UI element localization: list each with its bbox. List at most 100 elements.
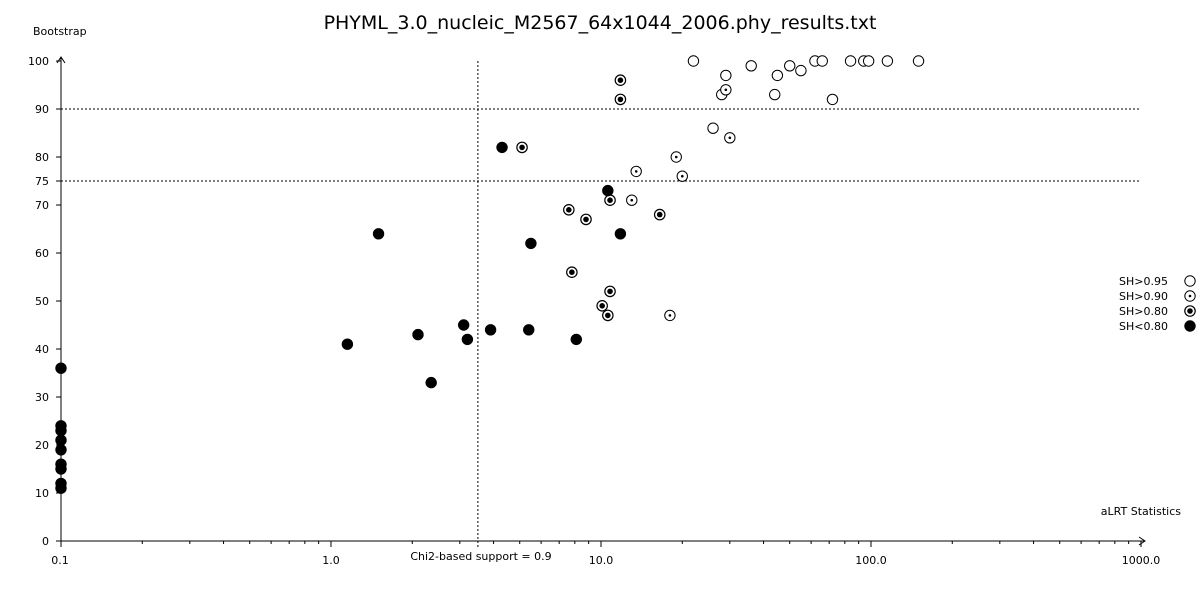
data-point	[563, 204, 575, 216]
y-tick-label: 70	[35, 199, 49, 212]
legend-marker	[1184, 275, 1196, 287]
data-point	[862, 55, 875, 67]
data-point	[496, 141, 508, 154]
data-point	[784, 60, 796, 72]
data-point	[795, 64, 807, 77]
marker-shape	[496, 141, 508, 154]
legend-label: SH>0.90	[1119, 290, 1168, 303]
marker-shape	[602, 184, 614, 197]
y-tick-label: 50	[35, 295, 49, 308]
data-point	[525, 237, 537, 250]
y-tick-label: 10	[35, 487, 49, 500]
marker-center	[599, 303, 605, 309]
data-point	[912, 55, 925, 67]
marker-center	[607, 197, 613, 203]
data-point	[724, 132, 736, 144]
data-point	[614, 228, 627, 240]
data-point	[457, 319, 470, 331]
data-point	[55, 424, 67, 437]
data-point	[55, 444, 67, 456]
data-points	[55, 55, 925, 494]
legend-marker	[1184, 305, 1196, 317]
marker-center	[656, 211, 663, 218]
x-tick-label: 1000.0	[1122, 554, 1161, 567]
data-point	[461, 333, 474, 346]
data-point	[580, 213, 592, 226]
data-point	[745, 60, 757, 72]
data-point	[566, 266, 578, 278]
marker-center	[617, 96, 624, 103]
marker-shape	[461, 333, 474, 346]
data-point	[372, 228, 385, 240]
legend-marker	[1184, 290, 1196, 302]
marker-shape	[55, 434, 67, 446]
marker-shape	[1184, 275, 1196, 287]
y-tick-label: 40	[35, 343, 49, 356]
marker-shape	[614, 228, 627, 240]
data-point	[55, 463, 67, 475]
data-point	[523, 324, 535, 336]
data-point	[55, 434, 67, 446]
marker-center	[634, 170, 638, 173]
data-point	[720, 69, 732, 82]
y-tick-label: 30	[35, 391, 49, 404]
marker-shape	[525, 237, 537, 250]
marker-shape	[372, 228, 385, 240]
marker-center	[1187, 308, 1193, 314]
marker-shape	[687, 55, 700, 67]
data-point	[826, 93, 839, 106]
data-point	[516, 141, 528, 154]
data-point	[630, 165, 642, 178]
legend-label: SH>0.95	[1119, 275, 1168, 288]
marker-shape	[457, 319, 470, 331]
marker-shape	[769, 88, 781, 101]
data-point	[602, 309, 614, 322]
y-tick-label: 60	[35, 247, 49, 260]
marker-center	[674, 155, 678, 159]
data-point	[412, 328, 424, 341]
marker-shape	[55, 444, 67, 456]
y-tick-label: 80	[35, 151, 49, 164]
data-point	[614, 74, 627, 86]
marker-shape	[55, 463, 67, 475]
marker-shape	[55, 424, 67, 437]
marker-center	[680, 174, 684, 178]
chart-title: PHYML_3.0_nucleic_M2567_64x1044_2006.phy…	[324, 12, 877, 34]
marker-center	[1188, 294, 1192, 298]
data-point	[341, 338, 354, 350]
marker-shape	[412, 328, 424, 341]
marker-center	[519, 144, 525, 151]
data-point	[614, 93, 627, 106]
marker-center	[617, 77, 624, 83]
data-point	[570, 333, 582, 346]
x-tick-label: 10.0	[589, 554, 614, 567]
x-tick-label: 1.0	[322, 554, 340, 567]
marker-shape	[844, 55, 857, 67]
data-point	[484, 324, 497, 336]
marker-shape	[523, 324, 535, 336]
y-axis-label: Bootstrap	[33, 25, 87, 38]
marker-center	[724, 88, 728, 92]
y-tick-label: 20	[35, 439, 49, 452]
marker-shape	[1184, 320, 1196, 332]
marker-shape	[484, 324, 497, 336]
data-point	[653, 208, 666, 221]
data-point	[604, 285, 616, 298]
data-point	[602, 184, 614, 197]
marker-shape	[341, 338, 354, 350]
marker-center	[630, 198, 634, 202]
marker-center	[605, 312, 611, 319]
data-point	[816, 55, 828, 67]
data-point	[720, 84, 732, 96]
legend-label: SH<0.80	[1119, 320, 1168, 333]
marker-center	[569, 269, 575, 276]
legend-marker	[1184, 320, 1196, 332]
y-tick-label: 0	[42, 535, 49, 548]
marker-shape	[795, 64, 807, 77]
y-tick-label: 90	[35, 103, 49, 116]
legend: SH>0.95 SH>0.90 SH>0.80 SH<0.80	[1119, 275, 1196, 333]
data-point	[769, 88, 781, 101]
marker-shape	[720, 69, 732, 82]
vertical-reference-label: Chi2-based support = 0.9	[410, 550, 551, 563]
